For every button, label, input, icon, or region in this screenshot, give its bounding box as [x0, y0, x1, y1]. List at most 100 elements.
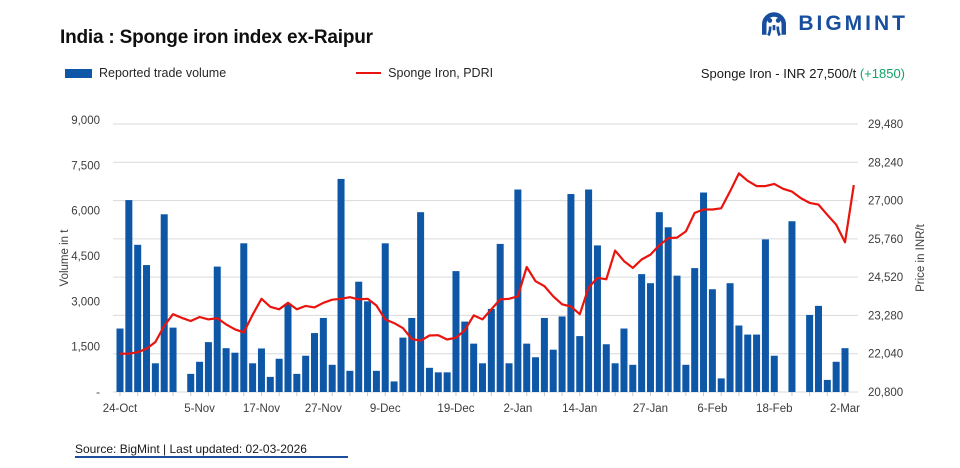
volume-bar [487, 308, 495, 392]
right-axis-tick: 24,520 [868, 272, 903, 284]
x-axis-tick: 17-Nov [243, 403, 280, 415]
volume-bar [708, 289, 716, 392]
volume-bar [567, 194, 575, 392]
ticker-change: (+1850) [859, 66, 905, 81]
volume-bar [275, 358, 283, 392]
ticker-label: Sponge Iron - INR 27,500/t [700, 66, 857, 81]
volume-bar [213, 266, 221, 392]
x-axis-tick: 2-Mar [830, 403, 860, 415]
source-note: Source: BigMint | Last updated: 02-03-20… [75, 442, 307, 456]
left-axis-tick: 6,000 [71, 206, 100, 218]
volume-bar [240, 243, 248, 392]
price-ticker: Sponge Iron - INR 27,500/t (+1850) [701, 66, 905, 81]
volume-bar [576, 336, 584, 392]
left-axis-tick: 9,000 [71, 115, 100, 127]
right-axis-tick: 27,000 [868, 196, 903, 208]
bar-swatch-icon [65, 68, 92, 78]
volume-bar [470, 343, 478, 392]
brand-name: BIGMINT [798, 11, 908, 35]
volume-bar [328, 364, 336, 392]
volume-bar [187, 373, 195, 392]
volume-bar [823, 379, 831, 392]
volume-bar [611, 363, 619, 392]
volume-bar [151, 363, 159, 392]
volume-bar [629, 364, 637, 392]
volume-bar [257, 348, 265, 392]
volume-bar [125, 200, 133, 392]
volume-bar [744, 334, 752, 392]
volume-bar [461, 321, 469, 392]
volume-bar [505, 363, 513, 392]
legend-volume-label: Reported trade volume [99, 66, 227, 80]
volume-bar [549, 349, 557, 392]
volume-bar [390, 381, 398, 392]
volume-bar [479, 363, 486, 392]
volume-bar [231, 352, 239, 392]
x-axis-tick: 6-Feb [697, 403, 727, 415]
volume-bar [425, 367, 433, 392]
volume-bar [788, 221, 796, 392]
volume-bar [593, 245, 601, 392]
volume-bar [196, 361, 204, 392]
legend-item-price[interactable]: Sponge Iron, PDRI [356, 66, 493, 80]
volume-bar [646, 283, 654, 392]
volume-bar [346, 370, 354, 392]
line-swatch-icon [356, 72, 382, 74]
x-axis-tick: 27-Jan [633, 403, 668, 415]
volume-bar [302, 355, 310, 392]
price-line [120, 172, 855, 355]
right-axis-tick: 25,760 [868, 234, 903, 246]
volume-bar [355, 281, 363, 392]
x-axis-tick: 18-Feb [756, 403, 792, 415]
x-axis-tick: 14-Jan [562, 403, 597, 415]
volume-bar [761, 239, 769, 392]
volume-bar [443, 372, 451, 392]
left-axis-tick: 3,000 [71, 296, 100, 308]
volume-bar [691, 268, 699, 392]
volume-bar [249, 363, 257, 392]
x-axis-tick: 5-Nov [184, 403, 215, 415]
volume-bar [169, 327, 177, 392]
right-axis-title: Price in INR/t [915, 223, 927, 292]
volume-bar [814, 305, 822, 392]
bigmint-logo-icon [759, 10, 789, 37]
volume-bar [735, 325, 743, 392]
volume-bar [532, 357, 540, 392]
volume-bar [655, 212, 663, 392]
volume-bars [116, 178, 849, 392]
volume-bar [717, 378, 725, 392]
volume-bar [726, 283, 734, 392]
volume-bar [841, 348, 849, 392]
right-axis-tick: 23,280 [868, 310, 903, 322]
right-axis-tick: 29,480 [868, 119, 903, 131]
volume-bar [399, 337, 407, 392]
source-underline [75, 456, 348, 458]
x-axis-tick: 24-Oct [103, 403, 138, 415]
volume-bar [319, 317, 327, 392]
volume-bar [682, 364, 690, 392]
left-axis-tick: 7,500 [71, 160, 100, 172]
volume-bar [496, 243, 504, 392]
volume-bar [514, 189, 522, 392]
page-title: India : Sponge iron index ex-Raipur [60, 27, 373, 48]
legend-item-volume[interactable]: Reported trade volume [65, 66, 226, 80]
volume-bar [311, 333, 319, 392]
volume-bar [364, 301, 372, 392]
volume-bar [266, 376, 274, 392]
volume-bar [770, 355, 778, 392]
volume-bar [523, 343, 531, 392]
left-axis-tick: 4,500 [71, 251, 100, 263]
volume-bar [753, 334, 761, 392]
volume-bar [293, 373, 301, 392]
volume-bar [204, 342, 212, 392]
volume-bar [638, 274, 646, 392]
volume-bar [417, 212, 425, 392]
volume-bar [700, 192, 708, 392]
volume-bar [540, 317, 548, 392]
volume-bar [434, 372, 442, 392]
volume-bar [372, 370, 380, 392]
volume-bar [602, 344, 610, 392]
right-axis-tick: 22,040 [868, 349, 903, 361]
volume-bar [832, 361, 840, 392]
